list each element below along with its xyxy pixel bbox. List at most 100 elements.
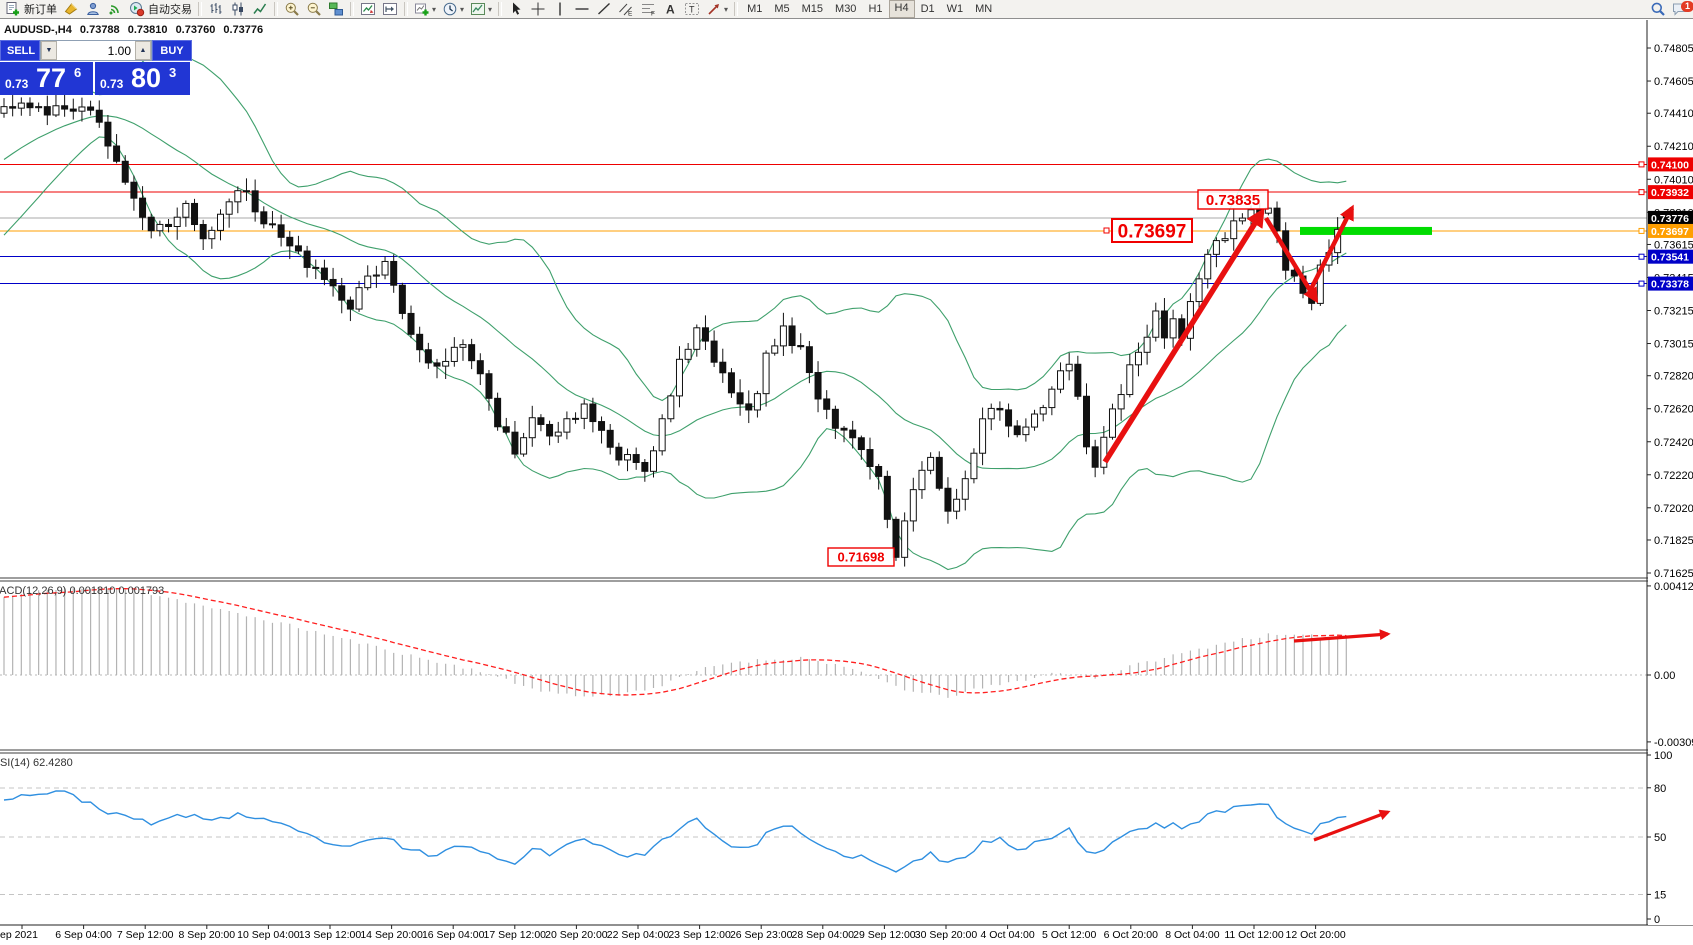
symbol-period-label: AUDUSD-,H4 (4, 24, 72, 36)
auto-trading-icon (129, 1, 145, 17)
svg-text:-0.003097: -0.003097 (1654, 737, 1693, 749)
svg-text:14 Sep 20:00: 14 Sep 20:00 (360, 929, 423, 941)
price-axis[interactable]: 0.748050.746050.744100.742100.740100.738… (1638, 20, 1693, 926)
timeframe-m1-button[interactable]: M1 (747, 3, 763, 15)
svg-text:0.004124: 0.004124 (1654, 581, 1693, 593)
price-annotations[interactable]: 0.73835 0.73697 0.71698 (827, 189, 1269, 567)
cursor-button[interactable] (505, 1, 527, 18)
horizontal-line-button[interactable] (571, 1, 593, 18)
horizontal-line-objects[interactable] (0, 163, 1647, 285)
profile-button[interactable] (82, 1, 104, 18)
timeframe-w1-button[interactable]: W1 (946, 3, 964, 15)
date-axis[interactable]: ep 2021 6 Sep 04:00 7 Sep 12:00 8 Sep 20:00… (0, 925, 1346, 941)
indicators-add-button[interactable]: ▾ (411, 1, 439, 18)
text-button[interactable]: A (659, 1, 681, 18)
svg-text:0.74010: 0.74010 (1654, 174, 1693, 186)
svg-text:10 Sep 04:00: 10 Sep 04:00 (237, 929, 300, 941)
text-icon: A (662, 1, 678, 17)
text-label-icon: T (684, 1, 700, 17)
indicators-add-icon (414, 1, 430, 17)
trend-arrow-5[interactable] (1313, 809, 1391, 842)
chart-bars-button[interactable] (205, 1, 227, 18)
mql5-book-button[interactable] (60, 1, 82, 18)
zoom-out-button[interactable] (303, 1, 325, 18)
text-label-button[interactable]: T (681, 1, 703, 18)
mql5-book-icon (63, 1, 79, 17)
fibonacci-button[interactable]: F (637, 1, 659, 18)
chart-line-button[interactable] (249, 1, 271, 18)
volume-input[interactable] (57, 41, 135, 60)
svg-text:0.73015: 0.73015 (1654, 339, 1693, 351)
dropdown-arrow-icon: ▾ (460, 4, 465, 14)
zoom-in-button[interactable] (281, 1, 303, 18)
price-label-0.73932: 0.73932 (1651, 187, 1689, 199)
periods-button[interactable]: ▾ (439, 1, 467, 18)
auto-scroll-icon (360, 1, 376, 17)
support-zone-highlight[interactable] (1300, 226, 1432, 235)
timeframe-m5-button[interactable]: M5 (774, 3, 790, 15)
svg-text:17 Sep 12:00: 17 Sep 12:00 (484, 929, 547, 941)
panel-separators[interactable] (0, 577, 1693, 926)
ohlc-close: 0.73776 (223, 24, 264, 36)
sell-price-pip: 6 (74, 65, 82, 80)
auto-trading-button[interactable]: 自动交易 (126, 1, 195, 18)
timeframe-h1-button[interactable]: H1 (868, 3, 883, 15)
arrows-button[interactable]: ▾ (703, 1, 731, 18)
trend-arrow-1[interactable] (1102, 208, 1265, 464)
svg-text:ep 2021: ep 2021 (0, 929, 38, 941)
price-label-0.73697: 0.73697 (1651, 226, 1689, 238)
trend-arrow-3[interactable] (1305, 204, 1355, 297)
trend-arrow-2[interactable] (1264, 216, 1318, 304)
rsi-panel: RSI(14) 62.4280 (0, 757, 1647, 895)
svg-text:28 Sep 04:00: 28 Sep 04:00 (792, 929, 855, 941)
buy-price-box[interactable]: 0.73 80 3 (95, 62, 190, 95)
toolbar-separator (274, 2, 278, 16)
trend-line-icon (596, 1, 612, 17)
tile-windows-button[interactable] (325, 1, 347, 18)
timeframe-mn-button[interactable]: MN (975, 3, 993, 15)
timeframe-m30-button[interactable]: M30 (835, 3, 857, 15)
trend-line-button[interactable] (593, 1, 615, 18)
trend-arrow-4[interactable] (1293, 629, 1391, 643)
svg-text:0.73215: 0.73215 (1654, 306, 1693, 318)
chat-button[interactable]: 1 (1669, 0, 1693, 18)
new-order-button[interactable]: 新订单 (2, 1, 60, 18)
svg-text:7 Sep 12:00: 7 Sep 12:00 (117, 929, 174, 941)
svg-text:15: 15 (1654, 889, 1666, 901)
volume-decrease-button[interactable]: ▼ (41, 41, 57, 60)
vertical-line-button[interactable] (549, 1, 571, 18)
macd-signal-line (3, 588, 1347, 696)
annotation-0.73697: 0.73697 (1118, 221, 1187, 242)
timeframe-d1-button[interactable]: D1 (920, 3, 935, 15)
arrows-icon (706, 1, 722, 17)
channel-button[interactable]: E (615, 1, 637, 18)
svg-text:6 Oct 20:00: 6 Oct 20:00 (1104, 929, 1158, 941)
templates-button[interactable]: ▾ (467, 1, 495, 18)
annotation-0.71698: 0.71698 (838, 550, 885, 565)
sell-button[interactable]: SELL (0, 40, 40, 61)
trend-arrows[interactable] (1102, 204, 1391, 842)
volume-increase-button[interactable]: ▲ (135, 41, 151, 60)
crosshair-button[interactable] (527, 1, 549, 18)
chart-shift-button[interactable] (379, 1, 401, 18)
dropdown-arrow-icon: ▾ (488, 4, 493, 14)
channel-icon: E (618, 1, 634, 18)
signals-button[interactable] (104, 1, 126, 18)
svg-text:0.71825: 0.71825 (1654, 535, 1693, 547)
auto-scroll-button[interactable] (357, 1, 379, 18)
svg-text:0.72620: 0.72620 (1654, 404, 1693, 416)
rsi-line (3, 790, 1347, 873)
search-button[interactable] (1647, 1, 1669, 18)
svg-text:0.72820: 0.72820 (1654, 371, 1693, 383)
timeframe-h4-button[interactable]: H4 (888, 0, 915, 18)
bollinger-upper (3, 49, 1347, 402)
sell-price-box[interactable]: 0.73 77 6 (0, 62, 93, 95)
buy-price-big: 80 (131, 63, 162, 93)
tile-windows-icon (328, 1, 344, 17)
chart-candles-button[interactable] (227, 1, 249, 18)
timeframe-m15-button[interactable]: M15 (801, 3, 824, 15)
buy-button[interactable]: BUY (152, 40, 192, 61)
svg-text:12 Oct 20:00: 12 Oct 20:00 (1286, 929, 1346, 941)
price-label-0.74100: 0.74100 (1651, 159, 1689, 171)
